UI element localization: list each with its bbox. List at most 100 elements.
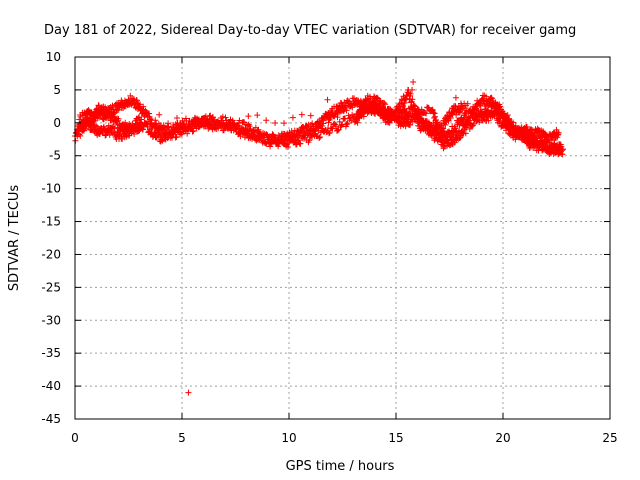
data-point [263,131,270,138]
data-point [473,118,480,125]
data-point [470,110,477,117]
data-point [245,113,252,120]
data-point [504,112,511,119]
data-point [485,117,492,124]
data-point [402,123,409,130]
x-tick-label: 25 [602,431,617,445]
data-point [157,133,164,140]
data-point [262,139,269,146]
data-point [149,123,156,130]
data-point [185,389,192,396]
data-point [326,129,333,136]
x-tick-label: 5 [178,431,186,445]
data-point [374,94,381,101]
data-point [464,100,471,107]
data-point [209,114,216,121]
data-point [236,117,243,124]
data-point [263,117,270,124]
data-point [205,120,212,127]
data-point [334,114,341,121]
data-point [433,119,440,126]
data-point [418,106,425,113]
data-point [182,115,189,122]
data-point [309,133,316,140]
data-point [259,135,266,142]
data-point [115,115,122,122]
data-points [72,79,566,396]
data-point [189,128,196,135]
y-tick-label: 5 [53,83,61,97]
data-point [442,121,449,128]
y-axis-label: SDTVAR / TECUs [7,185,22,292]
y-tick-label: -15 [41,215,61,229]
data-point [238,125,245,132]
data-point [227,116,234,123]
data-point [235,120,242,127]
data-point [411,102,418,109]
y-tick-label: -10 [41,182,61,196]
data-point [295,137,302,144]
data-point [281,120,288,127]
data-point [137,101,144,108]
data-point [497,103,504,110]
data-point [251,129,258,136]
y-tick-label: -25 [41,280,61,294]
data-point [297,140,304,147]
data-point [475,107,482,114]
data-point [300,135,307,142]
data-point [349,104,356,111]
data-point [243,128,250,135]
data-point [307,112,314,119]
data-point [219,113,226,120]
data-point [138,116,145,123]
data-point [156,111,163,118]
data-point [255,126,262,133]
y-tick-label: 0 [53,116,61,130]
data-point [343,121,350,128]
data-point [190,127,197,134]
data-point [317,134,324,141]
data-point [264,132,271,139]
data-point [222,114,229,121]
data-point [316,134,323,141]
data-point [254,127,261,134]
data-point [440,145,447,152]
data-point [196,123,203,130]
data-point [425,119,432,126]
y-tick-label: -30 [41,313,61,327]
data-point [348,117,355,124]
data-point [410,79,417,86]
data-point [147,120,154,127]
data-point [423,110,430,117]
data-point [110,124,117,131]
data-point [284,144,291,151]
data-point [407,90,414,97]
data-point [429,123,436,130]
data-point [298,111,305,118]
data-point [447,115,454,122]
data-point [440,125,447,132]
data-point [316,118,323,125]
data-point [184,130,191,137]
plot-frame [74,56,611,420]
data-point [534,137,541,144]
x-tick-label: 15 [388,431,403,445]
data-point [172,134,179,141]
data-point [247,126,254,133]
data-point [218,119,225,126]
data-point [325,119,332,126]
data-point [469,122,476,129]
data-point [400,103,407,110]
y-tick-labels: 10 5 0 -5 -10 -15 -20 -25 -30 -35 -40 -45 [41,50,61,426]
data-point [267,143,274,150]
data-point [266,136,273,143]
y-tick-label: -35 [41,346,61,360]
y-tick-label: -5 [49,149,61,163]
data-point [169,130,176,137]
x-tick-label: 10 [281,431,296,445]
data-point [383,110,390,117]
data-point [336,118,343,125]
data-point [170,129,177,136]
data-point [354,119,361,126]
